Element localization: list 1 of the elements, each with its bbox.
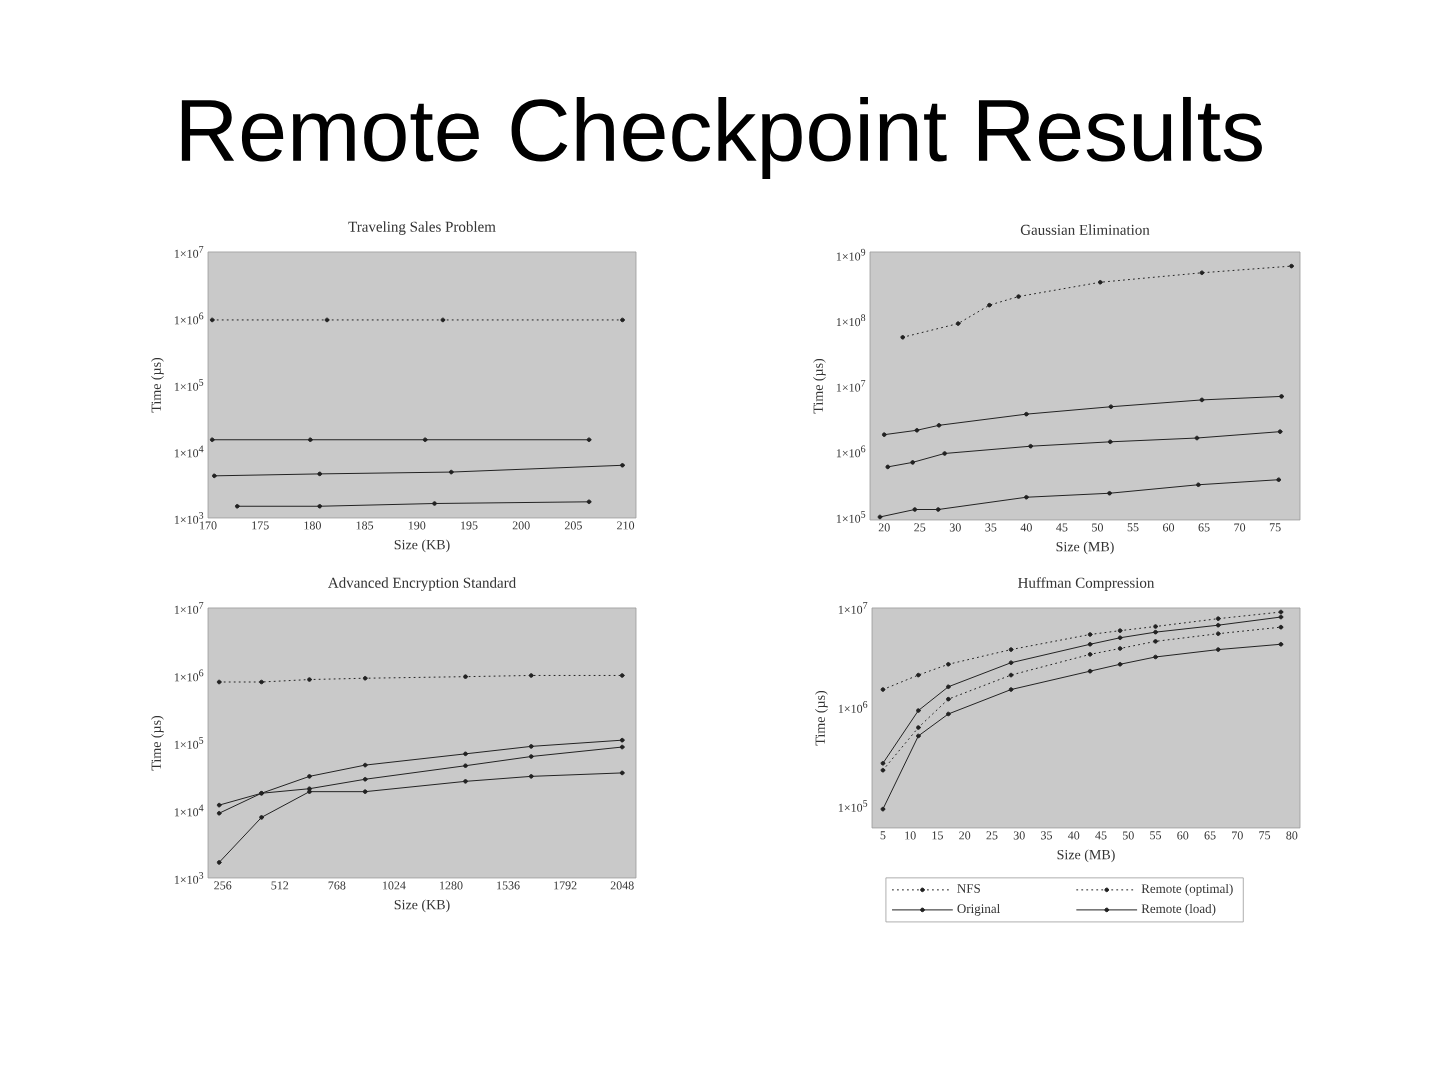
text: Remote Checkpoint Results <box>181 96 1262 179</box>
